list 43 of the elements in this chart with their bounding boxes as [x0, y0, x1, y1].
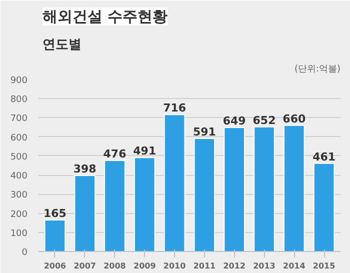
data-label: 476	[103, 148, 127, 161]
y-tick-label: 400	[10, 172, 28, 182]
data-label: 491	[133, 144, 156, 158]
y-tick-label: 900	[10, 76, 28, 86]
chart-subtitle: 연도별	[42, 38, 82, 52]
bar	[74, 174, 96, 252]
y-tick-label: 500	[10, 152, 28, 162]
x-tick-label: 2010	[163, 262, 186, 270]
x-tick-label: 2006	[44, 262, 67, 270]
x-tick-label: 2009	[134, 262, 156, 270]
data-label: 461	[312, 150, 336, 164]
y-tick-label: 200	[10, 210, 28, 220]
data-label: 652	[252, 114, 276, 127]
data-label: 165	[43, 206, 66, 220]
x-tick-label: 2011	[193, 262, 216, 270]
bar	[224, 126, 246, 252]
data-label: 660	[282, 112, 306, 126]
data-label: 591	[192, 126, 216, 139]
x-tick-label: 2008	[104, 262, 126, 270]
bar	[313, 162, 335, 252]
bar	[254, 126, 275, 252]
data-label: 716	[163, 102, 186, 115]
x-tick-label: 2013	[253, 262, 276, 270]
bar	[164, 114, 186, 252]
bar	[194, 138, 216, 252]
y-tick-label: 600	[10, 133, 28, 144]
x-tick-label: 2015	[312, 262, 336, 270]
y-tick-label: 300	[10, 190, 28, 201]
y-tick-label: 0	[22, 248, 28, 258]
y-tick-label: 700	[10, 114, 28, 124]
chart-title: 해외건설 수주현황	[42, 8, 168, 26]
data-label: 649	[222, 114, 246, 128]
x-tick-label: 2007	[74, 262, 96, 270]
bar	[283, 124, 305, 252]
bar	[104, 160, 126, 252]
text: (단위:억불)	[294, 64, 341, 74]
bar	[134, 157, 156, 252]
x-tick-label: 2012	[223, 262, 246, 270]
data-label: 398	[73, 162, 96, 176]
y-tick-label: 800	[10, 95, 28, 106]
y-tick-label: 100	[10, 228, 28, 239]
x-tick-label: 2014	[283, 262, 306, 270]
bar	[44, 219, 66, 252]
